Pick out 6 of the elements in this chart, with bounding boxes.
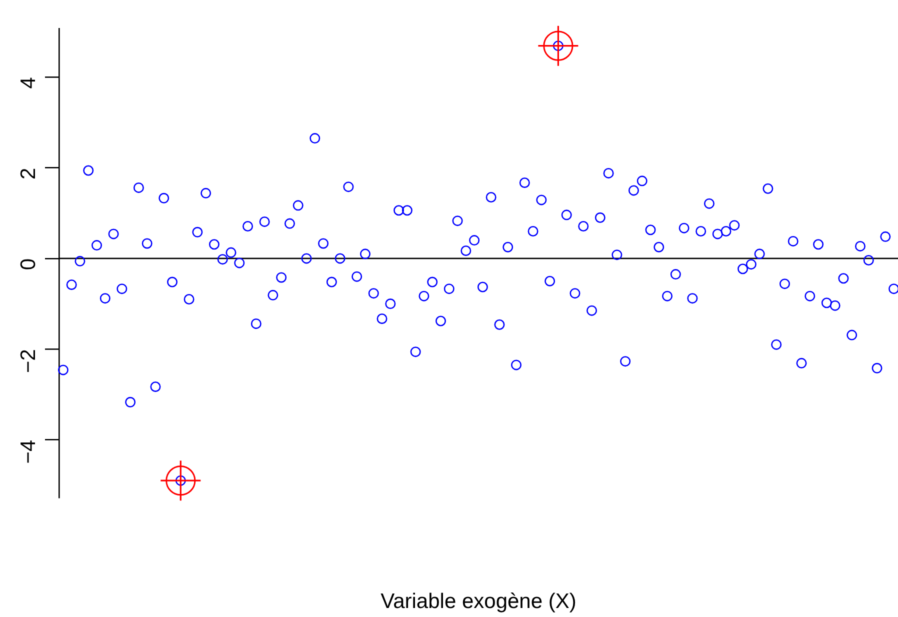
- y-tick-label: 2: [16, 168, 40, 180]
- y-tick-label: 0: [16, 258, 40, 270]
- y-tick-label: −2: [16, 349, 40, 374]
- x-axis-title: Variable exogène (X): [380, 590, 576, 614]
- y-tick-label: −4: [16, 439, 40, 464]
- y-tick-label: 4: [16, 76, 40, 89]
